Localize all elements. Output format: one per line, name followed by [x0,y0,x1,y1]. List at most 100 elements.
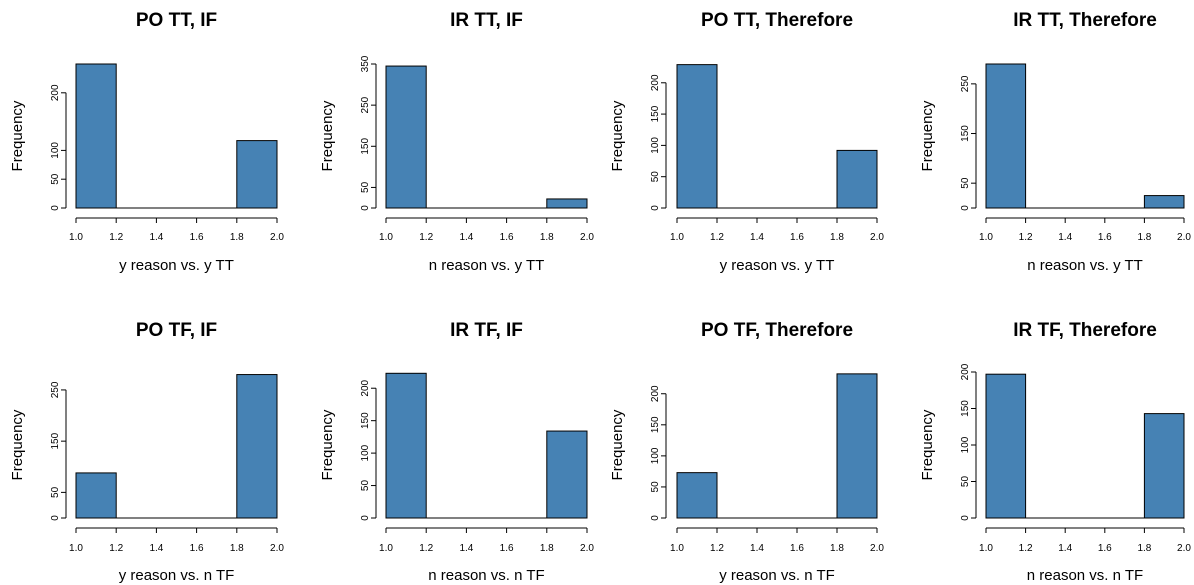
chart-title: IR TF, Therefore [1013,320,1157,341]
y-tick-label: 150 [360,138,371,155]
histogram-bar [836,149,878,209]
y-axis-label: Frequency [9,100,26,171]
histogram-bar [1143,195,1185,209]
x-tick-label: 2.0 [870,543,884,554]
x-tick-label: 1.6 [1098,232,1112,243]
y-tick-label: 350 [360,55,371,72]
x-tick-label: 1.2 [109,543,123,554]
y-tick-label: 150 [360,412,371,429]
histogram-bar [1143,413,1185,519]
x-tick-label: 1.4 [1058,232,1072,243]
y-tick-label: 250 [50,381,61,398]
x-tick-label: 1.6 [500,232,514,243]
x-axis-label: y reason vs. y TT [720,257,835,274]
histogram-bar [385,65,427,209]
x-tick-label: 1.8 [830,543,844,554]
x-tick-label: 1.8 [230,232,244,243]
y-axis-label: Frequency [609,100,626,171]
histogram-bar [75,63,117,209]
y-tick-label: 100 [50,142,61,159]
x-axis-label: y reason vs. n TF [719,567,835,584]
x-axis-label: n reason vs. n TF [1027,567,1143,584]
x-tick-label: 1.2 [109,232,123,243]
x-axis-label: n reason vs. y TT [429,257,545,274]
chart-title: IR TT, Therefore [1013,10,1157,31]
x-axis-label: y reason vs. n TF [119,567,235,584]
y-tick-label: 200 [360,379,371,396]
y-tick-label: 0 [960,515,971,521]
y-tick-label: 50 [50,486,61,498]
x-tick-label: 1.8 [540,232,554,243]
y-tick-label: 100 [650,447,661,464]
y-tick-label: 50 [360,181,371,193]
x-tick-label: 2.0 [270,232,284,243]
y-tick-label: 0 [50,515,61,521]
y-tick-label: 150 [960,400,971,417]
x-tick-label: 1.0 [979,543,993,554]
x-tick-label: 1.8 [1137,543,1151,554]
y-tick-label: 50 [650,481,661,493]
x-tick-label: 1.2 [710,232,724,243]
y-tick-label: 0 [650,205,661,211]
x-tick-label: 2.0 [270,543,284,554]
x-tick-label: 1.6 [500,543,514,554]
y-tick-label: 50 [50,173,61,185]
x-tick-label: 1.8 [830,232,844,243]
histogram-bar [546,430,588,519]
x-tick-label: 1.4 [459,232,473,243]
x-tick-label: 2.0 [1177,232,1191,243]
histogram-bar [236,140,278,209]
histogram-bar [546,198,588,209]
x-tick-label: 1.4 [149,232,163,243]
y-tick-label: 0 [50,205,61,211]
x-axis-label: y reason vs. y TT [119,257,234,274]
x-tick-label: 1.6 [190,543,204,554]
y-tick-label: 200 [50,84,61,101]
x-tick-label: 2.0 [1177,543,1191,554]
x-tick-label: 1.8 [230,543,244,554]
y-tick-label: 200 [650,74,661,91]
x-tick-label: 1.4 [459,543,473,554]
y-tick-label: 100 [960,436,971,453]
x-axis-label: n reason vs. n TF [428,567,544,584]
histogram-bar [985,373,1027,519]
y-tick-label: 50 [960,476,971,488]
histogram-bar [836,373,878,519]
x-tick-label: 1.0 [670,232,684,243]
x-tick-label: 1.2 [419,232,433,243]
x-tick-label: 1.2 [419,543,433,554]
x-tick-label: 1.6 [790,232,804,243]
x-tick-label: 1.6 [1098,543,1112,554]
x-tick-label: 1.8 [1137,232,1151,243]
chart-title: PO TT, IF [136,10,217,31]
x-tick-label: 1.2 [710,543,724,554]
y-tick-label: 0 [360,515,371,521]
x-tick-label: 1.4 [1058,543,1072,554]
x-tick-label: 1.0 [670,543,684,554]
x-tick-label: 1.4 [750,543,764,554]
y-tick-label: 150 [50,432,61,449]
x-tick-label: 1.4 [750,232,764,243]
y-tick-label: 50 [960,177,971,189]
y-axis-label: Frequency [9,409,26,480]
y-tick-label: 150 [650,416,661,433]
chart-title: PO TF, IF [136,320,217,341]
x-tick-label: 1.6 [190,232,204,243]
y-tick-label: 0 [650,515,661,521]
x-tick-label: 2.0 [580,232,594,243]
histogram-bar [236,374,278,519]
y-tick-label: 50 [650,171,661,183]
histogram-bar [75,472,117,519]
y-axis-label: Frequency [919,409,936,480]
x-tick-label: 2.0 [580,543,594,554]
y-axis-label: Frequency [319,409,336,480]
y-tick-label: 200 [960,363,971,380]
y-tick-label: 0 [960,205,971,211]
chart-title: PO TT, Therefore [701,10,853,31]
x-tick-label: 1.6 [790,543,804,554]
y-tick-label: 50 [360,480,371,492]
x-tick-label: 1.0 [69,232,83,243]
x-tick-label: 1.8 [540,543,554,554]
y-tick-label: 0 [360,205,371,211]
